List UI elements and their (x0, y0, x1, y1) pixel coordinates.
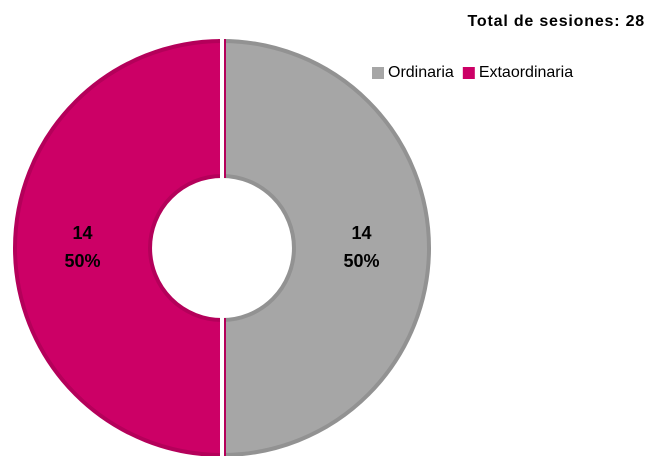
legend-label: Ordinaria (388, 64, 454, 81)
donut-slice (13, 38, 226, 456)
legend-swatch (372, 67, 384, 79)
data-label: 50% (64, 251, 100, 271)
donut-slice (218, 38, 431, 456)
legend-swatch (462, 67, 475, 79)
data-label: 50% (343, 251, 379, 271)
data-label: 14 (351, 223, 371, 243)
legend-label: Extaordinaria (479, 64, 573, 81)
data-label: 14 (72, 223, 92, 243)
chart-title: Total de sesiones: 28 (468, 13, 645, 30)
